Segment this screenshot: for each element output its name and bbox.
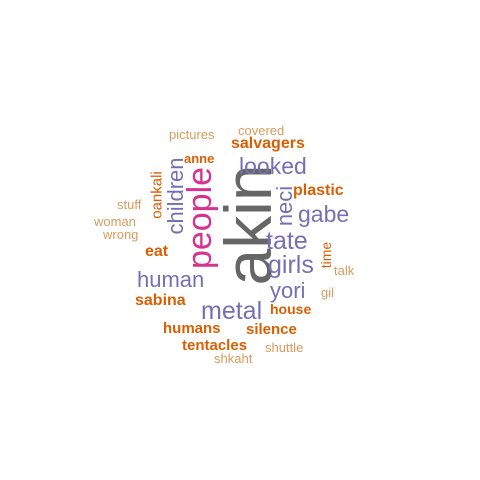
word-wrong: wrong [103, 227, 139, 242]
word-people: people [181, 166, 219, 270]
word-silence: silence [246, 321, 297, 338]
word-house: house [270, 301, 312, 317]
word-eat: eat [145, 243, 169, 260]
word-plastic: plastic [293, 182, 344, 199]
word-humans: humans [163, 320, 221, 337]
word-shuttle: shuttle [265, 340, 304, 355]
word-gil: gil [321, 285, 335, 300]
word-shkaht: shkaht [214, 351, 253, 366]
word-woman: woman [94, 214, 136, 229]
word-sabina: sabina [135, 292, 186, 309]
word-pictures: pictures [169, 127, 215, 142]
word-anne: anne [184, 151, 215, 166]
word-yori: yori [270, 278, 306, 303]
word-salvagers: salvagers [231, 135, 305, 152]
word-tentacles: tentacles [182, 337, 248, 354]
word-metal: metal [201, 297, 263, 325]
word-time: time [318, 241, 334, 269]
word-human: human [137, 267, 205, 292]
word-talk: talk [334, 263, 355, 278]
word-children: children [163, 157, 188, 235]
word-covered: covered [238, 123, 285, 138]
word-girls: girls [268, 251, 314, 279]
word-tate: tate [266, 227, 308, 255]
word-stuff: stuff [117, 197, 142, 212]
word-oankali: oankali [148, 171, 166, 219]
word-looked: looked [239, 153, 307, 179]
word-gabe: gabe [298, 201, 350, 227]
